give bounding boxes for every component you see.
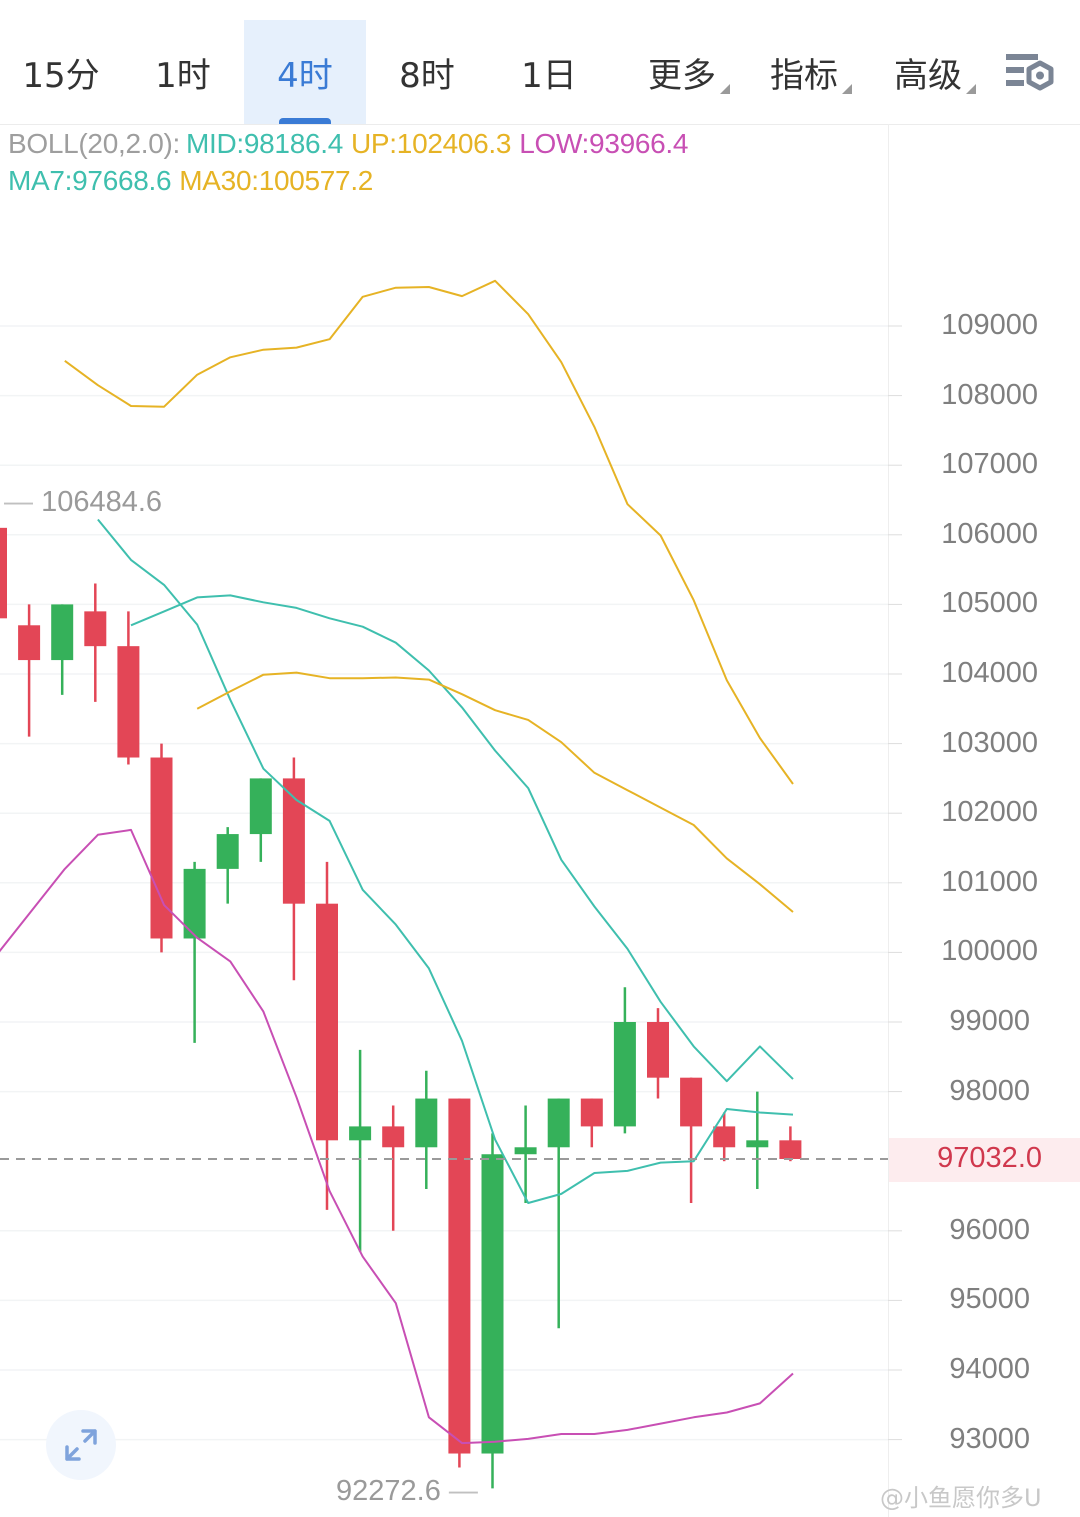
tab-label: 15分 (22, 55, 100, 96)
expand-arrows-icon (65, 1429, 97, 1461)
price-axis-label: 107000 (941, 448, 1038, 481)
tab-label: 1时 (155, 55, 211, 96)
dropdown-caret-icon (842, 84, 852, 94)
candle-bearish (779, 1140, 802, 1159)
price-axis-label: 101000 (941, 865, 1038, 898)
price-axis-label: 98000 (949, 1074, 1030, 1107)
candle-bullish (547, 1098, 570, 1148)
dropdown-caret-icon (720, 84, 730, 94)
candle-bullish (249, 778, 272, 835)
chart-settings-button[interactable] (1004, 50, 1056, 94)
price-axis-label: 100000 (941, 935, 1038, 968)
tab-label: 1日 (521, 55, 577, 96)
fullscreen-button[interactable] (46, 1410, 116, 1480)
ma30-line (196, 671, 794, 913)
ma-legend: MA7:97668.6 MA30:100577.2 (8, 165, 381, 197)
candle-bullish (746, 1140, 769, 1148)
candle-bearish (448, 1098, 471, 1454)
candle-bullish (349, 1126, 372, 1141)
price-axis-label: 96000 (949, 1213, 1030, 1246)
candle-bullish (415, 1098, 438, 1148)
ma7-line (97, 518, 794, 1204)
price-axis-label: 95000 (949, 1283, 1030, 1316)
price-axis-label: 104000 (941, 657, 1038, 689)
chart-settings-icon (1006, 54, 1054, 91)
tab-15m[interactable]: 15分 (0, 20, 122, 124)
tab-label: 指标 (770, 55, 838, 96)
price-axis-label: 105000 (941, 587, 1038, 620)
candle-bullish (183, 868, 206, 939)
boll-low-line (0, 828, 794, 1445)
candle-bearish (316, 903, 338, 1141)
more-dropdown[interactable]: 更多 (636, 20, 730, 124)
timeframe-toolbar: 15分 1时 4时 8时 1日 更多 指标 高级 (0, 0, 1080, 125)
candle-bearish (680, 1077, 703, 1127)
price-axis-divider (888, 124, 889, 1517)
price-axis-label: 109000 (941, 309, 1038, 341)
dropdown-caret-icon (966, 84, 976, 94)
tab-label: 高级 (894, 55, 962, 96)
boll-low-value: LOW:93966.4 (519, 128, 689, 159)
candle-bearish (382, 1126, 405, 1148)
advanced-dropdown[interactable]: 高级 (882, 20, 976, 124)
ma30-value: MA30:100577.2 (179, 165, 374, 196)
tab-label: 8时 (399, 55, 455, 96)
price-axis-label: 108000 (941, 378, 1038, 411)
price-axis-label: 94000 (949, 1353, 1030, 1385)
candle-bearish (0, 527, 7, 619)
candle-bullish (51, 604, 74, 661)
boll-mid-line (130, 594, 794, 1083)
candle-bearish (84, 611, 107, 647)
tab-label: 4时 (277, 55, 333, 96)
candle-bearish (580, 1098, 603, 1127)
current-price-label: 97032.0 (937, 1141, 1042, 1174)
boll-up-value: UP:102406.3 (351, 128, 512, 159)
candle-bearish (713, 1126, 736, 1148)
price-axis-label: 102000 (941, 796, 1038, 829)
price-axis-label: 93000 (949, 1422, 1030, 1455)
tab-label: 更多 (648, 55, 716, 96)
candle-bearish (647, 1022, 669, 1078)
low-price-marker: 92272.6 — (336, 1475, 478, 1507)
watermark: @小鱼愿你多U (880, 1484, 1042, 1512)
candle-bearish (282, 778, 305, 904)
candle-bullish (613, 1022, 636, 1127)
tab-8h[interactable]: 8时 (366, 20, 488, 124)
indicators-dropdown[interactable]: 指标 (758, 20, 852, 124)
candle-bearish (117, 646, 140, 758)
tab-4h[interactable]: 4时 (244, 20, 366, 124)
candle-bullish (481, 1154, 504, 1454)
tab-1d[interactable]: 1日 (488, 20, 610, 124)
current-price-tag (889, 1138, 1080, 1182)
high-price-marker: — 106484.6 (4, 486, 163, 518)
price-axis-label: 99000 (949, 1005, 1030, 1037)
price-axis-label: 106000 (941, 517, 1038, 550)
candle-bearish (150, 757, 173, 939)
active-tab-indicator (279, 118, 331, 124)
boll-label: BOLL(20,2.0): (8, 128, 180, 159)
boll-legend: BOLL(20,2.0): MID:98186.4 UP:102406.3 LOW:9… (8, 128, 696, 160)
boll-mid-value: MID:98186.4 (185, 128, 344, 159)
candle-bullish (514, 1147, 537, 1155)
boll-up-line (64, 279, 794, 785)
candle-bullish (216, 834, 239, 869)
tab-1h[interactable]: 1时 (122, 20, 244, 124)
ma7-value: MA7:97668.6 (8, 165, 172, 196)
price-axis-label: 103000 (941, 726, 1038, 759)
candle-bearish (18, 625, 41, 661)
